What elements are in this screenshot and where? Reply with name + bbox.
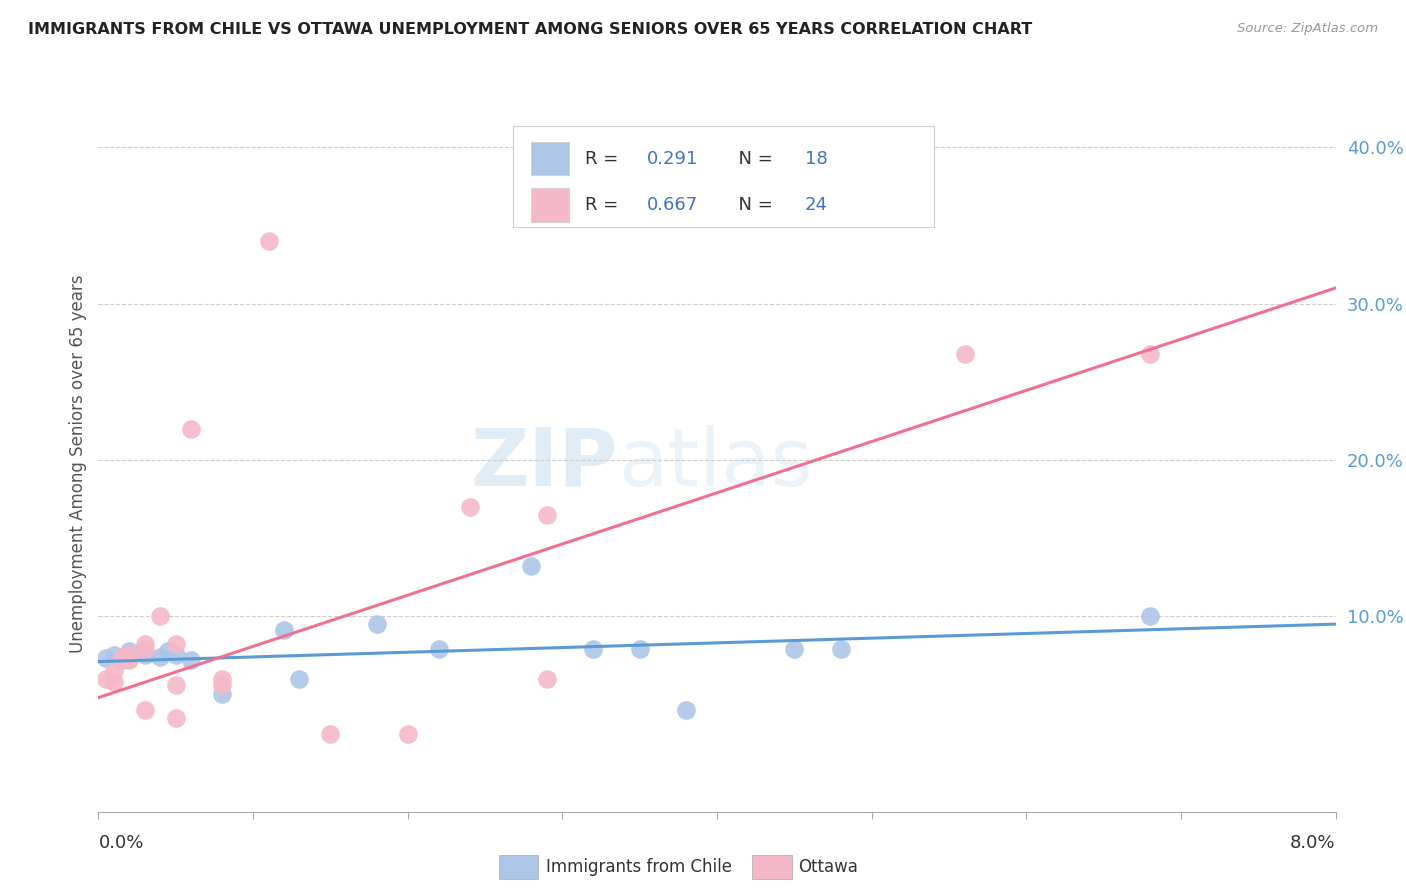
Point [134, 637, 156, 651]
Text: 18: 18 [804, 150, 828, 168]
Point [288, 672, 311, 686]
Point [165, 711, 187, 725]
Point [273, 624, 295, 638]
Point [366, 617, 388, 632]
Point [675, 703, 697, 717]
Point [1139, 346, 1161, 360]
Text: N =: N = [727, 150, 779, 168]
Point [396, 726, 419, 740]
Bar [531, 142, 568, 176]
Text: Immigrants from Chile: Immigrants from Chile [546, 858, 731, 876]
Text: ZIP: ZIP [471, 425, 619, 503]
Point [149, 649, 172, 664]
Point [257, 234, 280, 248]
Point [165, 648, 187, 663]
Point [118, 643, 141, 657]
Point [536, 672, 558, 686]
Bar [531, 188, 568, 222]
Point [149, 609, 172, 624]
Point [157, 643, 180, 657]
Point [103, 648, 125, 663]
Point [118, 653, 141, 667]
Text: 0.0%: 0.0% [98, 834, 143, 852]
Point [427, 642, 450, 657]
Point [953, 346, 976, 360]
FancyBboxPatch shape [513, 127, 934, 227]
Text: Source: ZipAtlas.com: Source: ZipAtlas.com [1237, 22, 1378, 36]
Point [211, 678, 233, 692]
Point [103, 675, 125, 690]
Point [628, 642, 651, 657]
Text: 0.291: 0.291 [647, 150, 697, 168]
Text: R =: R = [585, 150, 624, 168]
Point [458, 500, 481, 514]
Point [134, 642, 156, 657]
Y-axis label: Unemployment Among Seniors over 65 years: Unemployment Among Seniors over 65 years [69, 275, 87, 653]
Point [118, 651, 141, 665]
Point [165, 637, 187, 651]
Point [536, 508, 558, 522]
Point [319, 726, 342, 740]
Text: R =: R = [585, 196, 624, 214]
Point [96, 672, 118, 686]
Point [118, 647, 141, 661]
Point [180, 653, 202, 667]
Text: atlas: atlas [619, 425, 813, 503]
Point [134, 703, 156, 717]
Text: 0.667: 0.667 [647, 196, 697, 214]
Point [111, 653, 132, 667]
Point [211, 688, 233, 702]
Point [211, 672, 233, 686]
Point [582, 642, 605, 657]
Point [1139, 609, 1161, 624]
Point [96, 651, 118, 665]
Text: Ottawa: Ottawa [799, 858, 859, 876]
Point [111, 649, 132, 664]
Text: IMMIGRANTS FROM CHILE VS OTTAWA UNEMPLOYMENT AMONG SENIORS OVER 65 YEARS CORRELA: IMMIGRANTS FROM CHILE VS OTTAWA UNEMPLOY… [28, 22, 1032, 37]
Point [180, 422, 202, 436]
Point [165, 678, 187, 692]
Text: N =: N = [727, 196, 779, 214]
Point [134, 648, 156, 663]
Point [103, 664, 125, 678]
Text: 24: 24 [804, 196, 828, 214]
Point [783, 642, 806, 657]
Text: 8.0%: 8.0% [1291, 834, 1336, 852]
Point [830, 642, 852, 657]
Point [520, 559, 543, 574]
